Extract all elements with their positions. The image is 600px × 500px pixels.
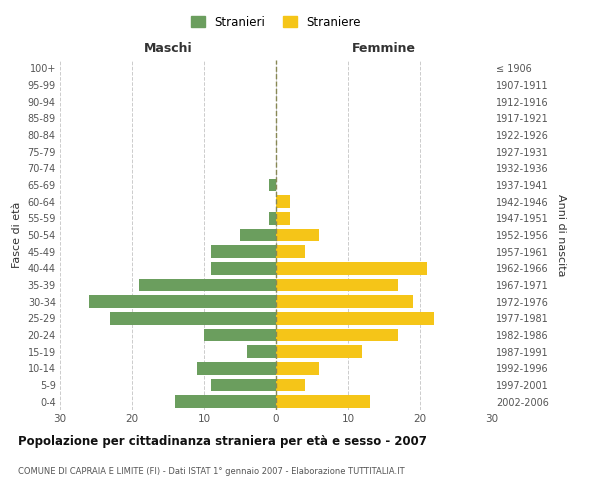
- Bar: [269, 212, 276, 224]
- Bar: [276, 329, 398, 341]
- Bar: [276, 362, 319, 374]
- Y-axis label: Fasce di età: Fasce di età: [12, 202, 22, 268]
- Bar: [175, 396, 276, 408]
- Bar: [276, 312, 434, 324]
- Bar: [240, 229, 276, 241]
- Bar: [211, 246, 276, 258]
- Bar: [89, 296, 276, 308]
- Bar: [276, 196, 290, 208]
- Bar: [269, 179, 276, 192]
- Bar: [110, 312, 276, 324]
- Bar: [276, 396, 370, 408]
- Y-axis label: Anni di nascita: Anni di nascita: [556, 194, 566, 276]
- Text: Maschi: Maschi: [143, 42, 193, 55]
- Bar: [211, 262, 276, 274]
- Text: COMUNE DI CAPRAIA E LIMITE (FI) - Dati ISTAT 1° gennaio 2007 - Elaborazione TUTT: COMUNE DI CAPRAIA E LIMITE (FI) - Dati I…: [18, 468, 404, 476]
- Bar: [276, 296, 413, 308]
- Bar: [276, 229, 319, 241]
- Bar: [276, 279, 398, 291]
- Bar: [276, 246, 305, 258]
- Bar: [139, 279, 276, 291]
- Bar: [247, 346, 276, 358]
- Bar: [211, 379, 276, 391]
- Bar: [197, 362, 276, 374]
- Bar: [204, 329, 276, 341]
- Bar: [276, 346, 362, 358]
- Bar: [276, 212, 290, 224]
- Text: Popolazione per cittadinanza straniera per età e sesso - 2007: Popolazione per cittadinanza straniera p…: [18, 435, 427, 448]
- Text: Femmine: Femmine: [352, 42, 416, 55]
- Bar: [276, 262, 427, 274]
- Legend: Stranieri, Straniere: Stranieri, Straniere: [186, 11, 366, 34]
- Bar: [276, 379, 305, 391]
